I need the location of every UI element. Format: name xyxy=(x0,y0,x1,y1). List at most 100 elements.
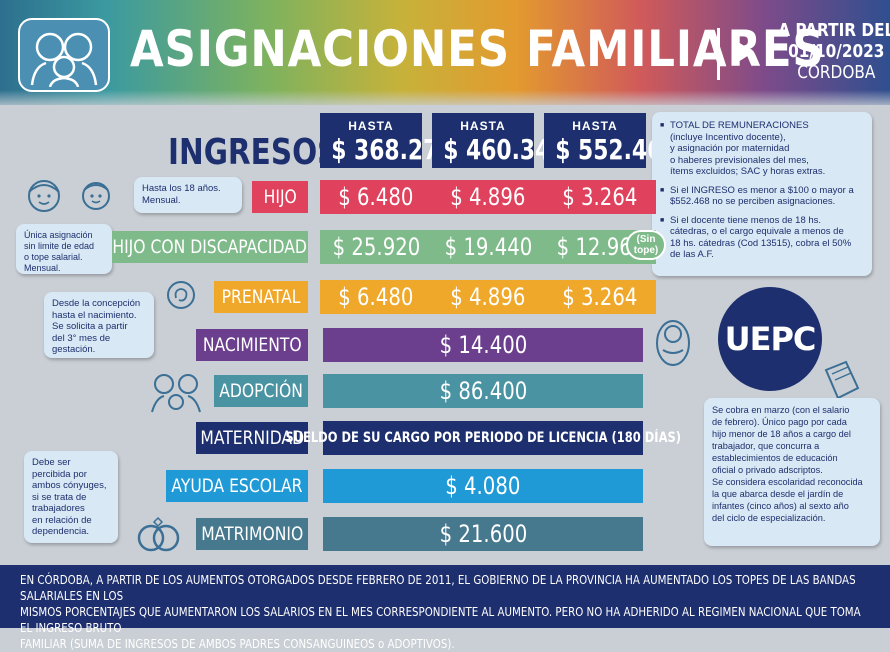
prenatal-callout: Desde la concepción hasta el nacimiento.… xyxy=(44,292,154,358)
callout-line: establecimientos de educación xyxy=(712,453,838,463)
ingresos-label: INGRESOS: xyxy=(168,132,351,173)
cell-value: $ 4.080 xyxy=(445,472,521,500)
hijo-callout: Hasta los 18 años. Mensual. xyxy=(134,177,242,213)
row-label-maternidad: MATERNIDAD xyxy=(196,422,308,454)
cell-value: $ 86.400 xyxy=(439,377,527,405)
book-icon xyxy=(824,360,860,400)
callout-line: si se trata de xyxy=(32,491,87,503)
footer-line: FAMILIAR (SUMA DE INGRESOS DE AMBOS PADR… xyxy=(20,636,455,651)
cell-hijo-3: $ 3.264 xyxy=(544,180,656,214)
note-line: $552.468 no se perciben asignaciones. xyxy=(670,196,836,207)
income-column-2: HASTA $ 460.347 xyxy=(432,113,565,168)
header-fade xyxy=(0,90,890,110)
cell-value: $ 4.896 xyxy=(450,183,526,211)
footer-note: EN CÓRDOBA, A PARTIR DE LOS AUMENTOS OTO… xyxy=(0,565,890,651)
badge-text: (Sin xyxy=(636,234,656,245)
callout-line: Mensual. xyxy=(142,194,181,206)
play-arrow-icon xyxy=(738,42,754,62)
cell-nacimiento: $ 14.400 xyxy=(323,328,643,362)
callout-line: Debe ser xyxy=(32,457,71,468)
income-hasta: HASTA xyxy=(572,119,618,133)
callout-line: en relación de xyxy=(32,514,92,526)
cell-value: $ 6.480 xyxy=(338,283,414,311)
date-line1: A PARTIR DEL xyxy=(778,20,890,41)
cell-value: $ 3.264 xyxy=(562,183,638,211)
cell-value: SUELDO DE SU CARGO POR PERIODO DE LICENC… xyxy=(285,430,681,446)
date-city: CÓRDOBA xyxy=(797,62,876,83)
income-column-1: HASTA $ 368.279 xyxy=(320,113,454,168)
note-line: Si el INGRESO es menor a $100 o mayor a xyxy=(670,184,854,196)
cell-value: $ 19.440 xyxy=(444,233,532,261)
income-amount: $ 552.468 xyxy=(555,133,678,166)
note-line: ítems excluidos; SAC y horas extras. xyxy=(670,166,826,177)
row-label-matrimonio: MATRIMONIO xyxy=(196,518,308,550)
row-label-text: MATRIMONIO xyxy=(200,523,304,545)
callout-line: percibida por xyxy=(32,468,87,480)
pregnancy-icon xyxy=(167,281,195,309)
cell-hijo-2: $ 4.896 xyxy=(432,180,544,214)
baby-icon xyxy=(656,320,690,366)
cell-value: $ 14.400 xyxy=(439,331,527,359)
cell-prenatal-3: $ 3.264 xyxy=(544,280,656,314)
discapacidad-callout: Única asignación sin limite de edad o to… xyxy=(16,224,112,274)
row-label-text: ADOPCIÓN xyxy=(219,380,303,402)
callout-line: dependencia. xyxy=(32,526,90,537)
matrimonio-callout: Debe ser percibida por ambos cónyuges, s… xyxy=(24,451,118,543)
callout-line: Desde la concepción xyxy=(52,298,141,309)
callout-line: ambos cónyuges, xyxy=(32,480,107,491)
cell-adopcion: $ 86.400 xyxy=(323,374,643,408)
row-label-text: PRENATAL xyxy=(221,286,301,308)
footer-line: MISMOS PORCENTAJES QUE AUMENTARON LOS SA… xyxy=(20,604,861,635)
callout-line: Mensual. xyxy=(24,263,61,273)
row-label-text: AYUDA ESCOLAR xyxy=(171,475,303,497)
income-column-3: HASTA $ 552.468 xyxy=(544,113,678,168)
callout-line: gestación. xyxy=(52,344,96,355)
callout-line: sin limite de edad xyxy=(24,241,95,251)
date-block: A PARTIR DEL 01/10/2023 CÓRDOBA xyxy=(768,20,890,83)
notes-callout: TOTAL DE REMUNERACIONES (incluye Incenti… xyxy=(652,112,872,276)
income-hasta: HASTA xyxy=(348,119,394,133)
cell-discapacidad-1: $ 25.920 xyxy=(320,230,432,264)
adoption-family-icon xyxy=(151,374,201,413)
cell-value: $ 3.264 xyxy=(562,283,638,311)
note-line: o haberes previsionales del mes, xyxy=(670,154,809,166)
callout-line: Se solicita a partir xyxy=(52,321,128,332)
callout-line: del ciclo de especialización. xyxy=(712,513,826,523)
note-line: TOTAL DE REMUNERACIONES xyxy=(670,120,809,131)
sin-tope-badge: (Sin tope) xyxy=(626,230,666,260)
date-line2: 01/10/2023 xyxy=(788,41,885,62)
row-label-nacimiento: NACIMIENTO xyxy=(196,329,308,361)
escolar-callout: Se cobra en marzo (con el salario de feb… xyxy=(704,398,880,546)
callout-line: oficial o privado adscriptos. xyxy=(712,465,823,475)
note-item: TOTAL DE REMUNERACIONES (incluye Incenti… xyxy=(660,120,866,178)
note-line: de las A.F. xyxy=(670,249,714,260)
callout-line: infantes (cinco años) al sexto año xyxy=(712,501,849,511)
callout-line: hijo menor de 18 años a cargo del xyxy=(712,429,851,439)
note-line: y asignación por maternidad xyxy=(670,143,790,154)
callout-line: hasta el nacimiento. xyxy=(52,309,137,321)
footer-line: EN CÓRDOBA, A PARTIR DE LOS AUMENTOS OTO… xyxy=(20,572,856,603)
note-line: cátedras, o el cargo equivale a menos de xyxy=(670,226,844,237)
cell-value: $ 25.920 xyxy=(332,233,420,261)
cell-value: $ 4.896 xyxy=(450,283,526,311)
cell-escolar: $ 4.080 xyxy=(323,469,643,503)
note-line: (incluye Incentivo docente), xyxy=(670,131,786,143)
cell-prenatal-2: $ 4.896 xyxy=(432,280,544,314)
row-label-text: HIJO xyxy=(263,186,297,208)
cell-maternidad: SUELDO DE SU CARGO POR PERIODO DE LICENC… xyxy=(285,421,681,455)
cell-matrimonio: $ 21.600 xyxy=(323,517,643,551)
note-line: Si el docente tiene menos de 18 hs. xyxy=(670,214,822,226)
callout-line: o tope salarial. xyxy=(24,252,83,262)
wedding-rings-icon xyxy=(137,516,180,552)
note-item: Si el docente tiene menos de 18 hs. cáte… xyxy=(660,215,866,261)
note-line: 18 hs. cátedras (Cod 13515), cobra el 50… xyxy=(670,237,852,249)
row-label-text: NACIMIENTO xyxy=(202,334,302,356)
cell-discapacidad-2: $ 19.440 xyxy=(432,230,544,264)
row-label-prenatal: PRENATAL xyxy=(214,281,308,313)
income-amount: $ 368.279 xyxy=(331,133,454,166)
cell-prenatal-1: $ 6.480 xyxy=(320,280,432,314)
family-icon xyxy=(18,18,110,92)
callout-line: Se cobra en marzo (con el salario xyxy=(712,405,850,415)
callout-line: trabajador, que concurra a xyxy=(712,441,820,451)
callout-line: del 3° mes de xyxy=(52,332,111,344)
